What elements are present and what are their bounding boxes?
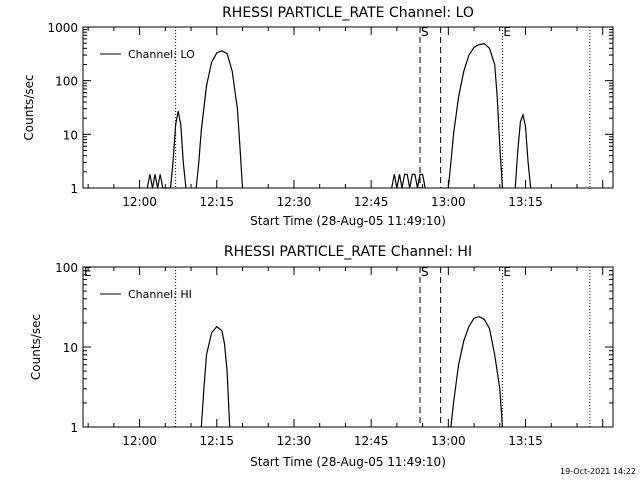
marker-label-s: S	[421, 25, 429, 39]
x-tick-label: 12:45	[354, 434, 389, 448]
x-tick-label: 12:15	[199, 195, 234, 209]
x-tick-label: 12:00	[122, 195, 157, 209]
chart-title: RHESSI PARTICLE_RATE Channel: HI	[224, 244, 472, 260]
y-tick-label: 100	[55, 75, 78, 89]
y-axis: 1 10 100 Counts/sec	[29, 261, 613, 435]
y-axis: 1 10 100 1000 Counts/sec	[22, 21, 613, 196]
x-tick-label: 13:15	[508, 434, 543, 448]
x-tick-label: 13:00	[431, 434, 466, 448]
data-series-line	[146, 42, 532, 189]
x-tick-label: 12:45	[354, 195, 389, 209]
marker-label-e: E	[503, 25, 511, 39]
x-tick-label: 12:00	[122, 434, 157, 448]
marker-label-e: E	[84, 265, 92, 279]
chart-title: RHESSI PARTICLE_RATE Channel: LO	[222, 5, 474, 21]
data-series-line	[200, 315, 503, 428]
marker-label-e: E	[503, 265, 511, 279]
marker-label-s: S	[421, 265, 429, 279]
y-tick-label: 10	[63, 128, 78, 142]
x-tick-label: 13:15	[508, 195, 543, 209]
y-tick-label: 1	[70, 421, 78, 435]
legend: Channel: HI	[100, 288, 192, 301]
y-tick-label: 1000	[47, 21, 78, 35]
y-tick-label: 10	[63, 341, 78, 355]
plot-frame	[82, 26, 614, 189]
x-tick-label: 12:30	[277, 195, 312, 209]
legend-label: Channel: LO	[128, 48, 195, 61]
x-tick-label: 12:15	[199, 434, 234, 448]
x-axis-label: Start Time (28-Aug-05 11:49:10)	[250, 214, 446, 228]
y-axis-label: Counts/sec	[29, 314, 43, 380]
footer-timestamp: 19-Oct-2021 14:22	[560, 467, 636, 476]
x-axis: 12:00 12:15 12:30 12:45 13:00 13:15 Start Time…	[87, 267, 604, 469]
y-tick-label: 100	[55, 261, 78, 275]
y-tick-label: 1	[70, 182, 78, 196]
y-axis-label: Counts/sec	[22, 74, 36, 140]
legend: Channel: LO	[100, 48, 195, 61]
x-tick-label: 13:00	[431, 195, 466, 209]
x-axis-label: Start Time (28-Aug-05 11:49:10)	[250, 455, 446, 469]
x-axis: 12:00 12:15 12:30 12:45 13:00 13:15 Start Time…	[87, 27, 604, 228]
legend-label: Channel: HI	[128, 288, 192, 301]
x-tick-label: 12:30	[277, 434, 312, 448]
